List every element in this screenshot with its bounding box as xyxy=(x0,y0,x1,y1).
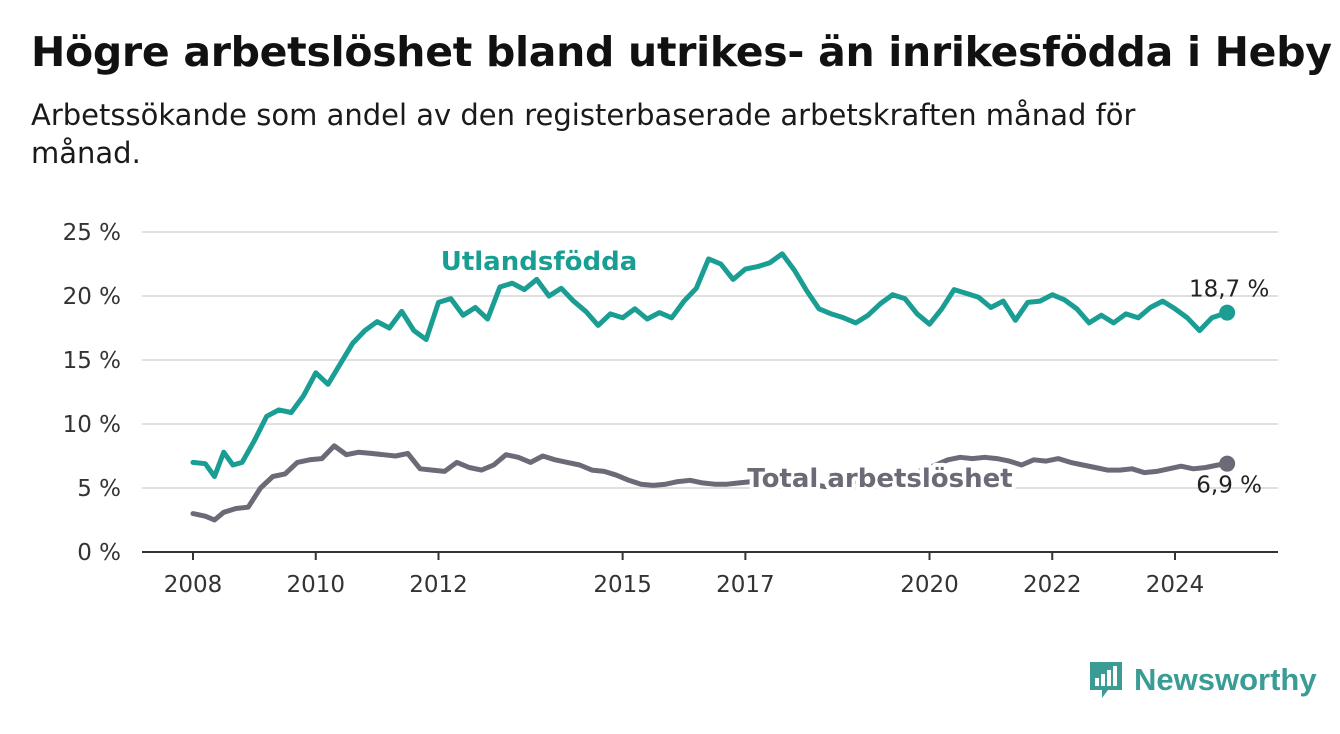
end-point-marker xyxy=(1219,455,1236,472)
newsworthy-logo-icon xyxy=(1090,662,1122,698)
y-tick-label: 25 % xyxy=(63,220,121,246)
chart-subtitle: Arbetssökande som andel av den registerb… xyxy=(31,98,1136,170)
x-tick-label: 2008 xyxy=(164,572,223,598)
end-value-label: 6,9 % xyxy=(1196,473,1262,499)
series-lines xyxy=(190,251,1236,523)
end-value-label: 18,7 % xyxy=(1189,277,1269,303)
x-tick-label: 2020 xyxy=(900,572,959,598)
x-tick-label: 2012 xyxy=(409,572,468,598)
brand-logo[interactable]: Newsworthy xyxy=(1088,660,1317,700)
y-tick-label: 10 % xyxy=(63,412,121,438)
chart-title: Högre arbetslöshet bland utrikes- än inr… xyxy=(31,28,1332,76)
series-name-total: Total arbetslöshet xyxy=(747,464,1012,494)
end-point-marker xyxy=(1219,304,1236,321)
y-tick-label: 5 % xyxy=(77,476,121,502)
y-tick-label: 20 % xyxy=(63,284,121,310)
y-tick-label: 15 % xyxy=(63,348,121,374)
y-tick-label: 0 % xyxy=(77,540,121,566)
x-axis: 2008 2010 2012 2015 2017 2020 2022 2024 xyxy=(142,551,1278,598)
brand-name: Newsworthy xyxy=(1134,662,1317,697)
series-name-utlandsfodda: Utlandsfödda xyxy=(441,247,638,277)
y-axis: 0 % 5 % 10 % 15 % 20 % 25 % xyxy=(63,220,121,566)
series-line-utlandsfodda xyxy=(190,251,1230,479)
x-tick-label: 2015 xyxy=(593,572,652,598)
x-tick-label: 2022 xyxy=(1023,572,1082,598)
x-tick-label: 2024 xyxy=(1146,572,1205,598)
series-line-total xyxy=(190,443,1230,523)
x-tick-label: 2010 xyxy=(286,572,345,598)
x-tick-label: 2017 xyxy=(716,572,775,598)
grid xyxy=(142,231,1278,489)
series-labels: 18,7 % 6,9 % Utlandsfödda Total arbetslöshe… xyxy=(437,243,1270,499)
